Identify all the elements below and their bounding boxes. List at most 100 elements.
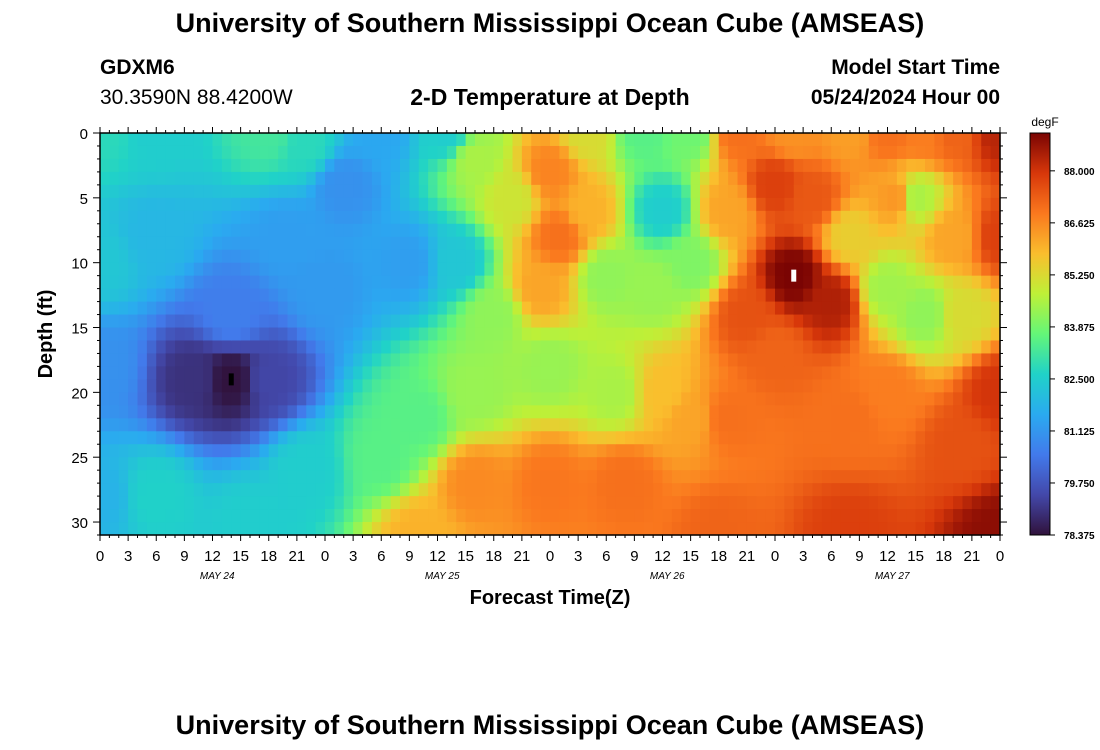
heatmap-cell — [203, 275, 214, 290]
heatmap-cell — [643, 223, 654, 238]
heatmap-cell — [531, 288, 542, 303]
heatmap-cell — [840, 327, 851, 342]
heatmap-cell — [343, 496, 354, 510]
heatmap-cell — [915, 249, 926, 264]
heatmap-cell — [765, 483, 776, 497]
heatmap-cell — [540, 392, 551, 406]
heatmap-cell — [278, 366, 289, 380]
heatmap-cell — [334, 314, 345, 329]
heatmap-cell — [690, 262, 701, 277]
heatmap-cell — [390, 418, 401, 432]
heatmap-cell — [278, 405, 289, 419]
heatmap-cell — [728, 275, 739, 290]
heatmap-cell — [212, 496, 223, 510]
heatmap-cell — [456, 158, 467, 173]
heatmap-cell — [728, 366, 739, 380]
heatmap-cell — [203, 171, 214, 186]
heatmap-cell — [390, 171, 401, 186]
heatmap-cell — [784, 353, 795, 368]
heatmap-cell — [859, 418, 870, 432]
heatmap-cell — [521, 158, 532, 173]
heatmap-cell — [803, 171, 814, 186]
heatmap-cell — [559, 133, 570, 147]
heatmap-cell — [550, 301, 560, 316]
heatmap-cell — [915, 496, 926, 510]
heatmap-cell — [718, 496, 729, 510]
heatmap-cell — [718, 327, 729, 342]
heatmap-cell — [840, 145, 851, 160]
heatmap-cell — [615, 236, 626, 251]
heatmap-cell — [250, 379, 260, 393]
heatmap-cell — [250, 288, 260, 303]
heatmap-cell — [821, 314, 832, 329]
heatmap-cell — [653, 223, 664, 238]
heatmap-cell — [165, 288, 176, 303]
heatmap-cell — [193, 236, 204, 251]
heatmap-cell — [512, 496, 523, 510]
heatmap-cell — [587, 301, 598, 316]
heatmap-cell — [184, 522, 195, 536]
heatmap-cell — [362, 457, 373, 471]
heatmap-cell — [465, 301, 476, 316]
heatmap-cell — [868, 418, 879, 432]
heatmap-cell — [409, 483, 420, 497]
heatmap-cell — [540, 197, 551, 212]
heatmap-cell — [540, 184, 551, 199]
heatmap-cell — [662, 353, 673, 368]
heatmap-cell — [578, 171, 589, 186]
heatmap-cell — [156, 327, 167, 342]
heatmap-cell — [250, 483, 260, 497]
heatmap-cell — [953, 301, 964, 316]
heatmap-cell — [465, 457, 476, 471]
heatmap-cell — [887, 483, 898, 497]
heatmap-cell — [887, 509, 898, 523]
heatmap-cell — [184, 262, 195, 277]
heatmap-cell — [465, 145, 476, 160]
heatmap-cell — [137, 158, 148, 173]
heatmap-cell — [606, 353, 617, 368]
x-tick-label: 9 — [180, 548, 188, 565]
heatmap-cell — [381, 496, 392, 510]
heatmap-cell — [606, 444, 617, 458]
heatmap-cell — [831, 366, 842, 380]
heatmap-cell — [953, 496, 964, 510]
heatmap-cell — [859, 158, 870, 173]
heatmap-cell — [831, 483, 842, 497]
heatmap-cell — [521, 327, 532, 342]
heatmap-cell — [250, 184, 260, 199]
heatmap-cell — [737, 483, 748, 497]
heatmap-cell — [559, 366, 570, 380]
heatmap-cell — [821, 522, 832, 536]
heatmap-cell — [353, 249, 364, 264]
heatmap-cell — [268, 366, 279, 380]
heatmap-cell — [146, 145, 157, 160]
heatmap-cell — [221, 418, 232, 432]
heatmap-cell — [540, 340, 551, 355]
heatmap-cell — [971, 353, 982, 368]
heatmap-cell — [306, 353, 317, 368]
heatmap-cell — [981, 133, 992, 147]
heatmap-cell — [437, 431, 448, 445]
heatmap-cell — [559, 353, 570, 368]
heatmap-cell — [165, 366, 176, 380]
heatmap-cell — [625, 236, 635, 251]
heatmap-cell — [550, 392, 560, 406]
x-axis-label: Forecast Time(Z) — [470, 587, 631, 609]
heatmap-cell — [362, 301, 373, 316]
colorbar-tick-label: 79.750 — [1064, 479, 1095, 490]
heatmap-cell — [662, 522, 673, 536]
heatmap-cell — [540, 249, 551, 264]
heatmap-cell — [137, 236, 148, 251]
heatmap-cell — [850, 223, 860, 238]
heatmap-cell — [653, 444, 664, 458]
heatmap-cell — [756, 210, 767, 225]
heatmap-cell — [325, 197, 335, 212]
heatmap-cell — [212, 392, 223, 406]
heatmap-cell — [175, 314, 185, 329]
x-tick-label: 3 — [574, 548, 582, 565]
heatmap-cell — [193, 145, 204, 160]
heatmap-cell — [643, 301, 654, 316]
heatmap-cell — [925, 275, 935, 290]
heatmap-cell — [503, 275, 514, 290]
heatmap-cell — [493, 405, 504, 419]
